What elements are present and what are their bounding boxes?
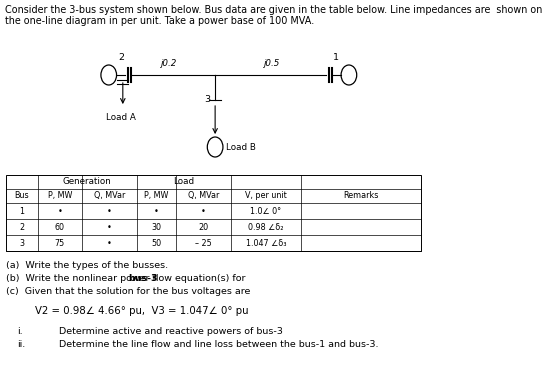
Text: •: • bbox=[107, 239, 112, 247]
Text: – 25: – 25 bbox=[195, 239, 212, 247]
Text: 3: 3 bbox=[204, 95, 210, 103]
Text: 2: 2 bbox=[19, 222, 25, 232]
Bar bbox=[6, 175, 421, 251]
Text: V2 = 0.98∠ 4.66° pu,  V3 = 1.047∠ 0° pu: V2 = 0.98∠ 4.66° pu, V3 = 1.047∠ 0° pu bbox=[35, 306, 248, 316]
Text: 30: 30 bbox=[151, 222, 162, 232]
Text: 75: 75 bbox=[55, 239, 65, 247]
Text: j0.2: j0.2 bbox=[161, 59, 177, 68]
Text: ii.: ii. bbox=[17, 340, 26, 349]
Text: 2: 2 bbox=[118, 53, 124, 62]
Text: V, per unit: V, per unit bbox=[245, 191, 287, 200]
Text: •: • bbox=[201, 207, 206, 215]
Text: 1: 1 bbox=[334, 53, 340, 62]
Text: •: • bbox=[107, 222, 112, 232]
Text: (b)  Write the nonlinear power flow equation(s) for: (b) Write the nonlinear power flow equat… bbox=[6, 274, 249, 283]
Text: (a)  Write the types of the busses.: (a) Write the types of the busses. bbox=[6, 261, 168, 270]
Text: •: • bbox=[57, 207, 62, 215]
Text: i.: i. bbox=[17, 327, 23, 336]
Text: (c)  Given that the solution for the bus voltages are: (c) Given that the solution for the bus … bbox=[6, 287, 251, 296]
Text: 60: 60 bbox=[55, 222, 65, 232]
Text: 50: 50 bbox=[151, 239, 162, 247]
Text: 20: 20 bbox=[198, 222, 209, 232]
Text: Bus: Bus bbox=[15, 191, 29, 200]
Text: P, MW: P, MW bbox=[144, 191, 169, 200]
Text: 3: 3 bbox=[20, 239, 25, 247]
Text: 1: 1 bbox=[20, 207, 25, 215]
Text: 1.0∠ 0°: 1.0∠ 0° bbox=[251, 207, 282, 215]
Text: Remarks: Remarks bbox=[343, 191, 379, 200]
Text: Determine active and reactive powers of bus-3: Determine active and reactive powers of … bbox=[58, 327, 282, 336]
Text: Q, MVar: Q, MVar bbox=[188, 191, 219, 200]
Text: •: • bbox=[107, 207, 112, 215]
Text: 1.047 ∠δ₃: 1.047 ∠δ₃ bbox=[246, 239, 286, 247]
Text: Load A: Load A bbox=[105, 113, 135, 122]
Text: •: • bbox=[154, 207, 159, 215]
Text: bus-3: bus-3 bbox=[128, 274, 157, 283]
Text: Q, MVar: Q, MVar bbox=[94, 191, 125, 200]
Text: Load B: Load B bbox=[226, 142, 256, 151]
Text: 0.98 ∠δ₂: 0.98 ∠δ₂ bbox=[248, 222, 284, 232]
Text: Load: Load bbox=[173, 177, 194, 186]
Text: Generation: Generation bbox=[63, 177, 111, 186]
Text: the one-line diagram in per unit. Take a power base of 100 MVA.: the one-line diagram in per unit. Take a… bbox=[5, 16, 314, 26]
Text: Determine the line flow and line loss between the bus-1 and bus-3.: Determine the line flow and line loss be… bbox=[58, 340, 378, 349]
Text: P, MW: P, MW bbox=[48, 191, 72, 200]
Text: Consider the 3-bus system shown below. Bus data are given in the table below. Li: Consider the 3-bus system shown below. B… bbox=[5, 5, 542, 15]
Text: j0.5: j0.5 bbox=[264, 59, 280, 68]
